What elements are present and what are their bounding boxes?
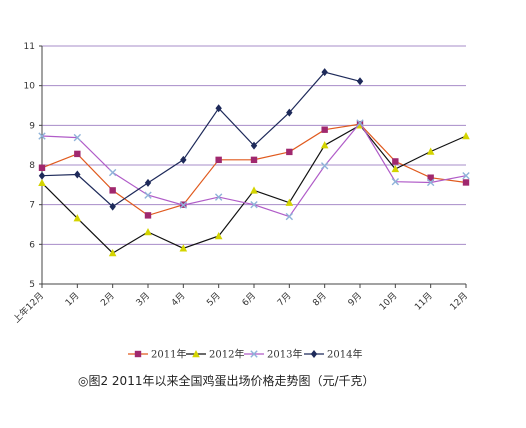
series-1-point-4 [179, 244, 188, 252]
series-0-point-6 [250, 156, 258, 164]
series-0-point-11 [427, 174, 434, 181]
series-0-point-10 [392, 158, 399, 165]
series-3-point-6 [250, 141, 258, 150]
series-3-point-9 [356, 77, 364, 86]
x-tick-label-0: 上年12月 [10, 290, 46, 326]
x-tick-label-12: 12月 [448, 290, 470, 312]
x-tick-label-7: 7月 [275, 290, 293, 308]
series-0-point-12 [462, 179, 470, 186]
x-tick-label-4: 4月 [169, 290, 187, 308]
y-tick-label-10: 10 [24, 82, 36, 92]
series-2-point-9 [356, 119, 364, 127]
y-tick-label-7: 7 [29, 201, 35, 211]
series-2-point-0 [38, 132, 46, 140]
series-1-point-1 [73, 214, 82, 222]
series-2-point-11 [426, 178, 435, 187]
series-2-point-4 [179, 201, 188, 209]
series-3-point-2 [109, 202, 116, 211]
series-2-point-12 [462, 172, 470, 180]
series-3-point-1 [74, 170, 81, 179]
series-0-point-8 [321, 126, 328, 133]
legend-label-0: 2011年 [151, 348, 186, 361]
series-1-point-11 [426, 147, 435, 155]
series-1-point-10 [391, 164, 400, 173]
figure-caption: ◎图2 2011年以来全国鸡蛋出场价格走势图（元/千克） [78, 374, 375, 388]
x-tick-label-2: 2月 [99, 290, 117, 308]
series-1-point-12 [462, 132, 470, 140]
series-group [38, 68, 470, 257]
series-1-point-2 [108, 249, 117, 257]
series-line-0 [41, 123, 467, 217]
series-2-point-8 [320, 162, 329, 170]
x-tick-label-8: 8月 [311, 290, 329, 308]
axes [39, 45, 467, 288]
series-1-point-7 [285, 198, 294, 206]
y-tick-label-8: 8 [29, 161, 35, 171]
y-tick-label-6: 6 [29, 240, 35, 250]
legend-marker-0 [134, 350, 142, 358]
y-tick-label-5: 5 [29, 280, 35, 290]
x-tick-labels: 上年12月 1月 2月 3月 4月 5月 6月 7月 8月 9月 10月 11月 12月 [10, 290, 470, 326]
series-0-point-3 [144, 212, 152, 219]
series-1-point-3 [144, 228, 152, 236]
series-1-point-6 [250, 186, 258, 194]
legend: 2011年 2012年 2013年 2014年 [128, 348, 362, 361]
y-tick-labels: 5 6 7 8 9 10 11 [24, 42, 36, 290]
legend-label-3: 2014年 [327, 348, 362, 361]
series-3-point-7 [286, 108, 293, 117]
series-3-point-4 [180, 155, 187, 164]
series-0-point-1 [74, 150, 81, 158]
legend-label-1: 2012年 [209, 348, 244, 361]
x-tick-label-1: 1月 [63, 290, 81, 308]
series-line-2 [41, 121, 467, 218]
y-tick-label-11: 11 [24, 42, 35, 52]
x-tick-label-11: 11月 [413, 290, 435, 312]
series-3-point-3 [144, 178, 152, 187]
x-tick-label-3: 3月 [134, 290, 152, 308]
series-1-point-5 [214, 232, 223, 240]
x-tick-label-6: 6月 [240, 290, 258, 308]
x-tick-label-5: 5月 [205, 290, 223, 308]
legend-marker-2 [250, 350, 258, 358]
series-0-point-7 [286, 148, 293, 156]
series-2-point-3 [144, 191, 152, 199]
series-3-point-8 [321, 68, 328, 77]
series-2-point-5 [214, 193, 223, 201]
series-0-point-2 [109, 187, 116, 194]
series-2-point-10 [391, 177, 400, 186]
series-3-point-5 [215, 104, 222, 113]
series-2-point-7 [285, 212, 294, 221]
series-line-3 [41, 71, 361, 208]
series-2-point-1 [73, 133, 82, 142]
legend-marker-1 [192, 350, 200, 358]
legend-marker-3 [310, 350, 318, 358]
series-1-point-0 [38, 178, 46, 187]
series-2-point-6 [250, 200, 258, 209]
legend-label-2: 2013年 [267, 348, 302, 361]
series-0-point-0 [38, 164, 46, 171]
series-0-point-5 [215, 156, 222, 164]
series-3-point-0 [38, 171, 46, 180]
x-tick-label-10: 10月 [377, 290, 399, 312]
y-tick-label-9: 9 [29, 121, 35, 131]
series-2-point-2 [108, 168, 117, 177]
series-1-point-8 [320, 141, 329, 149]
x-tick-label-9: 9月 [346, 290, 364, 308]
